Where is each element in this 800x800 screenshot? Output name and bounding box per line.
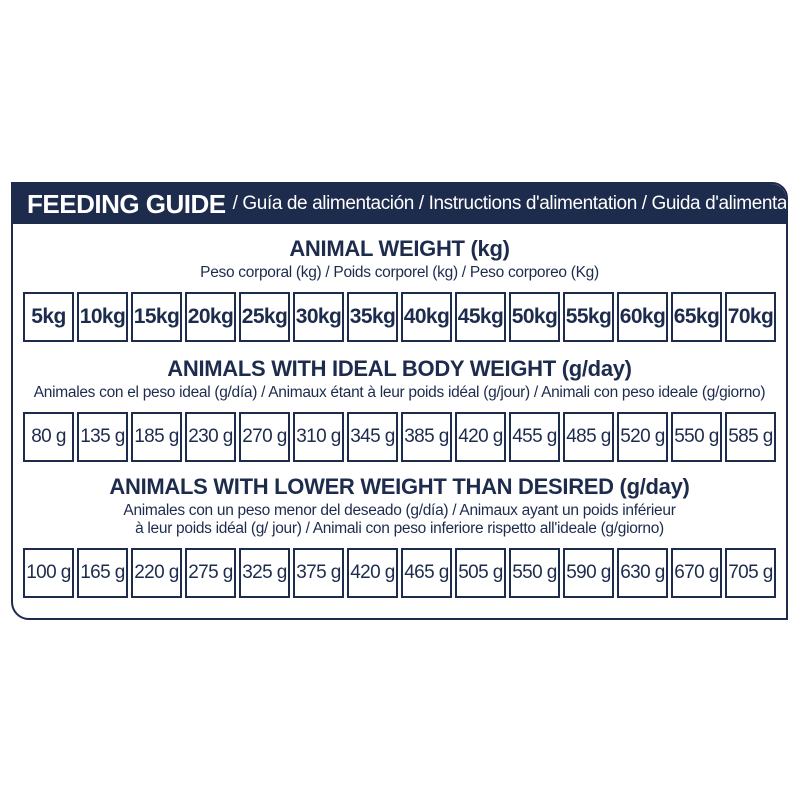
table-cell: 230 g [185,412,236,462]
table-cell: 20kg [185,292,236,342]
table-cell: 550 g [671,412,722,462]
table-cell: 455 g [509,412,560,462]
section-ideal-body-weight: ANIMALS WITH IDEAL BODY WEIGHT (g/day) A… [23,356,776,462]
section-animal-weight: ANIMAL WEIGHT (kg) Peso corporal (kg) / … [23,236,776,342]
table-cell: 80 g [23,412,74,462]
table-cell: 135 g [77,412,128,462]
feeding-guide-panel: FEEDING GUIDE / Guía de alimentación / I… [11,182,788,620]
table-cell: 10kg [77,292,128,342]
table-cell: 275 g [185,547,236,598]
table-cell: 65kg [671,292,722,342]
section-lower-weight: ANIMALS WITH LOWER WEIGHT THAN DESIRED (… [23,474,776,598]
feeding-guide-body: ANIMAL WEIGHT (kg) Peso corporal (kg) / … [13,236,786,598]
table-cell: 550 g [509,547,560,598]
table-cell: 40kg [401,292,452,342]
table-cell: 325 g [239,547,290,598]
table-cell: 55kg [563,292,614,342]
table-cell: 465 g [401,547,452,598]
table-cell: 5kg [23,292,74,342]
table-cell: 485 g [563,412,614,462]
header-subtitle-translations: / Guía de alimentación / Instructions d'… [232,193,788,214]
table-cell: 345 g [347,412,398,462]
table-cell: 70kg [725,292,776,342]
animal-weight-row: 5kg 10kg 15kg 20kg 25kg 30kg 35kg 40kg 45kg 50kg 5… [23,292,776,342]
table-cell: 15kg [131,292,182,342]
lower-weight-row: 100 g 165 g 220 g 275 g 325 g 375 g 420 g 465 g… [23,547,776,598]
animal-weight-heading: ANIMAL WEIGHT (kg) [289,236,510,261]
ideal-weight-heading: ANIMALS WITH IDEAL BODY WEIGHT (g/day) [167,356,632,381]
table-cell: 375 g [293,547,344,598]
table-cell: 705 g [725,547,776,598]
table-cell: 270 g [239,412,290,462]
table-cell: 165 g [77,547,128,598]
table-cell: 670 g [671,547,722,598]
lower-weight-subtitle-line2: à leur poids idéal (g/ jour) / Animali c… [135,520,664,537]
table-cell: 520 g [617,412,668,462]
table-cell: 35kg [347,292,398,342]
feeding-guide-header: FEEDING GUIDE / Guía de alimentación / I… [13,184,786,224]
ideal-weight-subtitle: Animales con el peso ideal (g/día) / Ani… [33,384,766,402]
animal-weight-subtitle: Peso corporal (kg) / Poids corporel (kg)… [200,264,599,282]
table-cell: 385 g [401,412,452,462]
table-cell: 30kg [293,292,344,342]
table-cell: 310 g [293,412,344,462]
table-cell: 585 g [725,412,776,462]
table-cell: 420 g [347,547,398,598]
table-cell: 185 g [131,412,182,462]
table-cell: 590 g [563,547,614,598]
table-cell: 220 g [131,547,182,598]
table-cell: 45kg [455,292,506,342]
table-cell: 505 g [455,547,506,598]
table-cell: 60kg [617,292,668,342]
table-cell: 630 g [617,547,668,598]
table-cell: 420 g [455,412,506,462]
lower-weight-heading: ANIMALS WITH LOWER WEIGHT THAN DESIRED (… [109,474,690,499]
table-cell: 50kg [509,292,560,342]
table-cell: 100 g [23,547,74,598]
table-cell: 25kg [239,292,290,342]
header-title: FEEDING GUIDE [27,188,226,219]
lower-weight-subtitle-line1: Animales con un peso menor del deseado (… [123,502,676,520]
